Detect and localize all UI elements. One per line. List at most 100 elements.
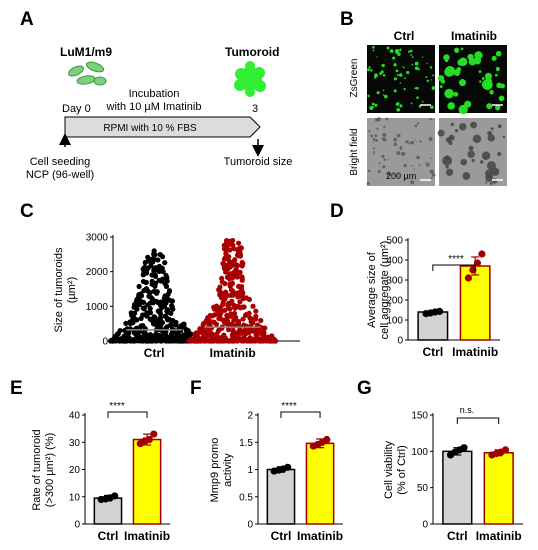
brightfield-spot [459, 122, 467, 131]
fluorescent-spot [415, 86, 419, 90]
data-point [138, 315, 144, 322]
brightfield-spot [454, 129, 459, 133]
fluorescent-spot [453, 91, 459, 97]
brightfield-spot [377, 170, 381, 174]
fluorescent-spot [381, 63, 385, 68]
data-point [157, 301, 163, 307]
y-tick-label: 0.5 [239, 492, 253, 503]
data-point [227, 258, 233, 265]
y-axis-label-line: (% of Ctrl) [396, 445, 408, 495]
data-point [169, 305, 175, 312]
data-point [140, 278, 147, 285]
x-tick-label: Imatinib [297, 529, 343, 543]
data-point [231, 338, 237, 344]
brightfield-spot [445, 168, 454, 176]
fluorescent-spot [389, 49, 394, 53]
fluorescent-spot [393, 89, 397, 93]
fluorescent-spot [481, 77, 485, 80]
data-point [214, 331, 220, 337]
data-point [222, 307, 228, 313]
brightfield-spot [450, 122, 454, 127]
data-point [229, 275, 236, 281]
data-point [123, 320, 129, 326]
y-axis-label-line: Cell viability [383, 440, 395, 499]
bar [93, 497, 123, 525]
y-axis-label-line: (>300 µm²) (%) [44, 433, 56, 508]
fluorescent-spot [414, 87, 417, 90]
brightfield-spot [490, 167, 500, 176]
fluorescent-spot [458, 79, 467, 87]
fluorescent-spot [397, 52, 401, 56]
col-label-ctrl: Ctrl [394, 29, 415, 43]
fluorescent-spot [396, 107, 401, 112]
brightfield-spot [399, 146, 403, 150]
bar [483, 452, 514, 525]
data-point [211, 338, 217, 344]
panel-letter-g: G [357, 378, 372, 399]
data-point [147, 305, 153, 312]
data-point [220, 317, 227, 323]
data-point [217, 284, 223, 290]
brightfield-spot [374, 134, 378, 138]
data-point [131, 330, 137, 336]
data-point [138, 328, 144, 334]
data-point [239, 263, 245, 269]
brightfield-spot [383, 158, 387, 161]
data-point [259, 325, 265, 331]
data-point [143, 331, 149, 337]
fluorescent-spot [392, 56, 396, 60]
fluorescent-spot [454, 47, 460, 53]
fluorescent-spot [411, 63, 414, 66]
data-point [231, 323, 237, 329]
y-tick-label: 1 [247, 465, 253, 476]
data-point [216, 336, 222, 343]
brightfield-spot [372, 152, 375, 155]
data-point [158, 278, 164, 284]
fluorescent-spot [416, 96, 419, 99]
brightfield-spot [460, 158, 468, 166]
data-point [131, 338, 138, 344]
brightfield-spot [490, 127, 494, 131]
y-tick-label: 100 [386, 316, 403, 327]
fluorescent-spot [395, 69, 399, 73]
brightfield-spot [370, 134, 374, 138]
chart-panel-c: 0 1000 2000 3000 Ctrl Imatinib Size of tumoroi… [53, 233, 300, 360]
brightfield-spot [470, 122, 474, 126]
x-tick-label: Ctrl [447, 529, 468, 543]
data-point [228, 287, 235, 293]
data-point [127, 319, 133, 325]
data-point [236, 283, 242, 290]
tumoroid-title: Tumoroid [225, 45, 279, 59]
bar [417, 311, 449, 341]
fluorescent-spot [439, 85, 443, 89]
data-point [207, 320, 213, 326]
brightfield-spot [401, 151, 406, 156]
fluorescent-spot [432, 88, 435, 91]
brightfield-spot [382, 137, 387, 142]
brightfield-spot [375, 118, 379, 122]
brightfield-spot [467, 150, 475, 158]
data-point [170, 335, 177, 341]
brightfield-spot [405, 140, 409, 144]
brightfield-spot [497, 152, 502, 156]
y-tick-label: 10 [69, 492, 81, 503]
data-point [168, 321, 174, 328]
panel-letter-c: C [20, 201, 34, 222]
fluorescent-spot [382, 73, 386, 77]
data-point [250, 320, 256, 326]
fluorescent-spot [411, 56, 414, 59]
data-point [246, 330, 252, 336]
brightfield-spot [397, 175, 400, 177]
data-point [212, 312, 218, 318]
data-point [222, 281, 228, 287]
chart-panel-e: 0 10 20 30 40 Ctrl Imatinib Rate of tumoroid(>3… [31, 411, 170, 544]
fluorescent-spot [406, 70, 410, 75]
fluorescent-spot [443, 54, 450, 61]
fluorescent-spot [430, 105, 434, 109]
data-point [136, 292, 142, 298]
brightfield-spot [396, 151, 401, 156]
data-point [168, 310, 174, 316]
data-point [232, 268, 239, 274]
data-point [154, 289, 160, 295]
data-point [222, 255, 228, 261]
